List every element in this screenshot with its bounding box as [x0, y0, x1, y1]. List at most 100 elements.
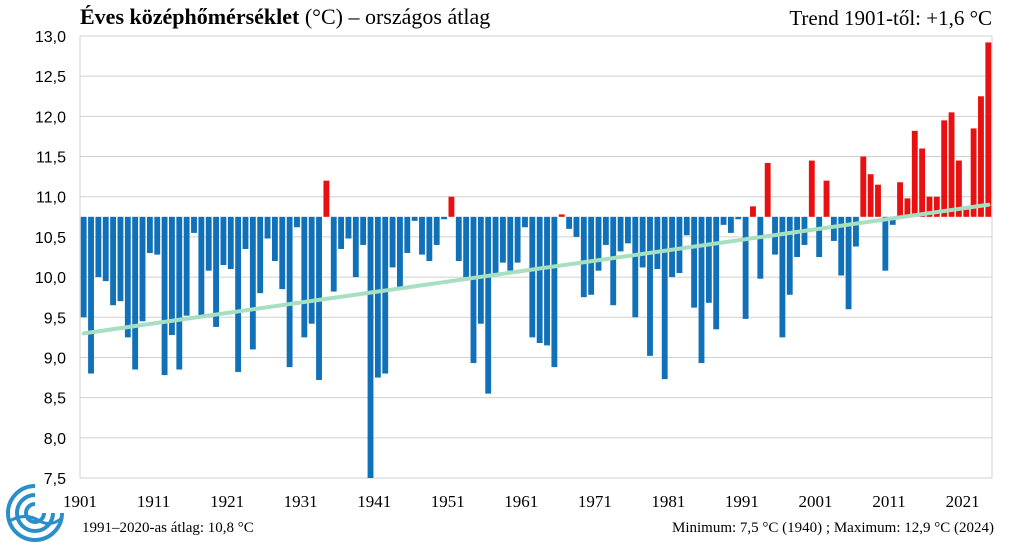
- bar-1992: [750, 206, 756, 217]
- bar-1903: [95, 216, 102, 278]
- bar-1913: [169, 216, 175, 335]
- bar-1936: [338, 216, 345, 249]
- bar-1908: [132, 216, 139, 370]
- bar-1940: [367, 216, 374, 478]
- bar-1972: [602, 216, 609, 245]
- x-tick-label: 1971: [578, 492, 612, 511]
- logo-icon: [6, 484, 64, 542]
- bar-1910: [146, 216, 153, 253]
- bar-1946: [411, 216, 418, 221]
- y-tick-label: 12,0: [35, 109, 66, 126]
- bar-1986: [705, 216, 712, 303]
- bar-1912: [161, 216, 168, 376]
- bar-1996: [779, 216, 786, 338]
- x-tick-label: 1981: [651, 492, 685, 511]
- bar-1919: [213, 216, 219, 327]
- bar-1981: [669, 216, 675, 278]
- bar-1938: [352, 216, 359, 278]
- bar-2000: [808, 160, 815, 217]
- bar-2007: [860, 156, 867, 217]
- bar-2021: [963, 208, 970, 217]
- bar-1969: [580, 216, 587, 298]
- bar-1963: [536, 216, 543, 343]
- bar-1907: [124, 216, 131, 338]
- chart-title-bold: Éves középhőmérséklet: [80, 4, 300, 29]
- bar-1911: [154, 216, 161, 255]
- bar-1935: [330, 216, 337, 292]
- bar-1930: [294, 216, 300, 228]
- bar-1947: [419, 216, 425, 255]
- y-tick-label: 8,0: [44, 431, 66, 448]
- bar-2009: [875, 184, 881, 217]
- bar-1905: [110, 216, 117, 306]
- bar-1909: [139, 216, 146, 322]
- bar-1962: [529, 216, 536, 338]
- bar-1988: [720, 216, 727, 225]
- bar-1937: [345, 216, 352, 239]
- bar-2015: [919, 148, 926, 217]
- chart-title-rest: (°C) – országos átlag: [299, 4, 491, 29]
- bar-1960: [514, 216, 521, 263]
- bar-1941: [374, 216, 381, 378]
- bar-1925: [257, 216, 264, 294]
- bar-1989: [727, 216, 734, 233]
- bar-1902: [88, 216, 94, 374]
- x-tick-label: 1991: [725, 492, 759, 511]
- chart-title: Éves középhőmérséklet (°C) – országos át…: [80, 4, 490, 30]
- bar-1970: [588, 216, 595, 295]
- bar-1998: [794, 216, 801, 257]
- bar-1990: [735, 216, 742, 220]
- bar-1979: [654, 216, 661, 270]
- bar-2024: [985, 42, 992, 217]
- bar-1926: [264, 216, 271, 239]
- bar-1973: [610, 216, 617, 306]
- bar-1915: [183, 216, 190, 316]
- bar-1901: [80, 216, 87, 318]
- bar-1993: [757, 216, 764, 279]
- y-tick-label: 7,5: [44, 471, 66, 488]
- bar-1918: [205, 216, 212, 271]
- bar-1928: [279, 216, 286, 290]
- y-tick-label: 9,0: [44, 350, 66, 367]
- bar-2016: [926, 196, 933, 217]
- bar-1922: [235, 216, 242, 372]
- trend-label: Trend 1901-től: +1,6 °C: [789, 6, 992, 30]
- bar-1934: [323, 180, 330, 217]
- x-tick-label: 2001: [798, 492, 832, 511]
- bar-1971: [595, 216, 602, 271]
- bar-1929: [286, 216, 293, 368]
- bar-1956: [485, 216, 492, 394]
- bar-1954: [470, 216, 477, 364]
- bar-1959: [507, 216, 514, 271]
- bar-1997: [786, 216, 793, 295]
- y-tick-label: 13,0: [35, 29, 66, 46]
- bar-1953: [463, 216, 470, 278]
- bar-1958: [499, 216, 506, 263]
- bar-1920: [220, 216, 227, 266]
- bar-1982: [676, 216, 683, 274]
- bar-1984: [691, 216, 698, 308]
- y-tick-label: 10,0: [35, 270, 66, 287]
- trend-line: [81, 202, 991, 336]
- y-tick-label: 12,5: [35, 69, 66, 86]
- bar-1957: [492, 216, 499, 274]
- bar-2020: [955, 160, 962, 217]
- bar-1916: [191, 216, 197, 233]
- bar-1904: [102, 216, 109, 282]
- bar-1975: [625, 216, 631, 244]
- bar-2022: [970, 128, 977, 217]
- x-tick-label: 1911: [137, 492, 170, 511]
- bar-1906: [117, 216, 124, 302]
- y-tick-label: 8,5: [44, 391, 66, 408]
- x-tick-label: 1901: [63, 492, 97, 511]
- bar-1945: [404, 216, 411, 253]
- bar-1949: [433, 216, 440, 245]
- bar-1967: [566, 216, 573, 229]
- bar-2017: [933, 196, 940, 217]
- bar-1983: [683, 216, 690, 236]
- bar-1932: [308, 216, 315, 324]
- bar-1955: [477, 216, 484, 324]
- bar-2008: [867, 174, 874, 217]
- bar-2011: [889, 216, 896, 225]
